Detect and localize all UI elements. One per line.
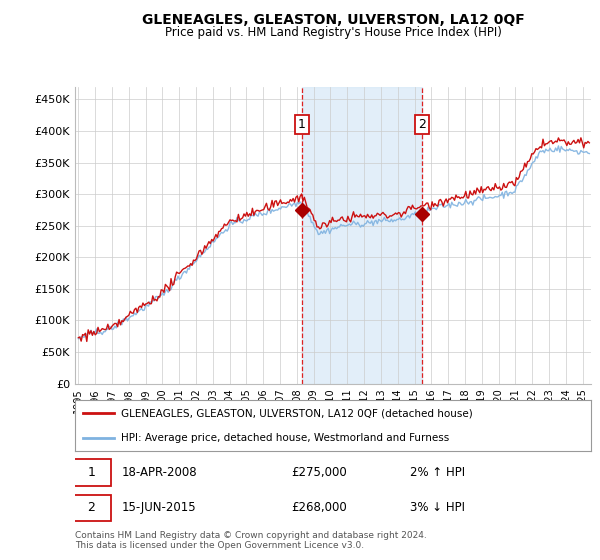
Text: HPI: Average price, detached house, Westmorland and Furness: HPI: Average price, detached house, West… (121, 433, 449, 443)
FancyBboxPatch shape (73, 494, 111, 521)
Text: 15-JUN-2015: 15-JUN-2015 (121, 501, 196, 515)
Text: 1: 1 (88, 466, 95, 479)
Text: 2% ↑ HPI: 2% ↑ HPI (410, 466, 466, 479)
Text: £268,000: £268,000 (292, 501, 347, 515)
Bar (302, 87, 422, 384)
Text: 3% ↓ HPI: 3% ↓ HPI (410, 501, 466, 515)
Text: GLENEAGLES, GLEASTON, ULVERSTON, LA12 0QF: GLENEAGLES, GLEASTON, ULVERSTON, LA12 0Q… (142, 13, 524, 27)
Text: 1: 1 (298, 118, 306, 131)
Text: GLENEAGLES, GLEASTON, ULVERSTON, LA12 0QF (detached house): GLENEAGLES, GLEASTON, ULVERSTON, LA12 0Q… (121, 408, 473, 418)
Text: 18-APR-2008: 18-APR-2008 (121, 466, 197, 479)
Text: £275,000: £275,000 (292, 466, 347, 479)
Text: Contains HM Land Registry data © Crown copyright and database right 2024.
This d: Contains HM Land Registry data © Crown c… (75, 530, 427, 550)
FancyBboxPatch shape (73, 459, 111, 486)
Text: 2: 2 (418, 118, 426, 131)
Text: 2: 2 (88, 501, 95, 515)
Text: Price paid vs. HM Land Registry's House Price Index (HPI): Price paid vs. HM Land Registry's House … (164, 26, 502, 39)
